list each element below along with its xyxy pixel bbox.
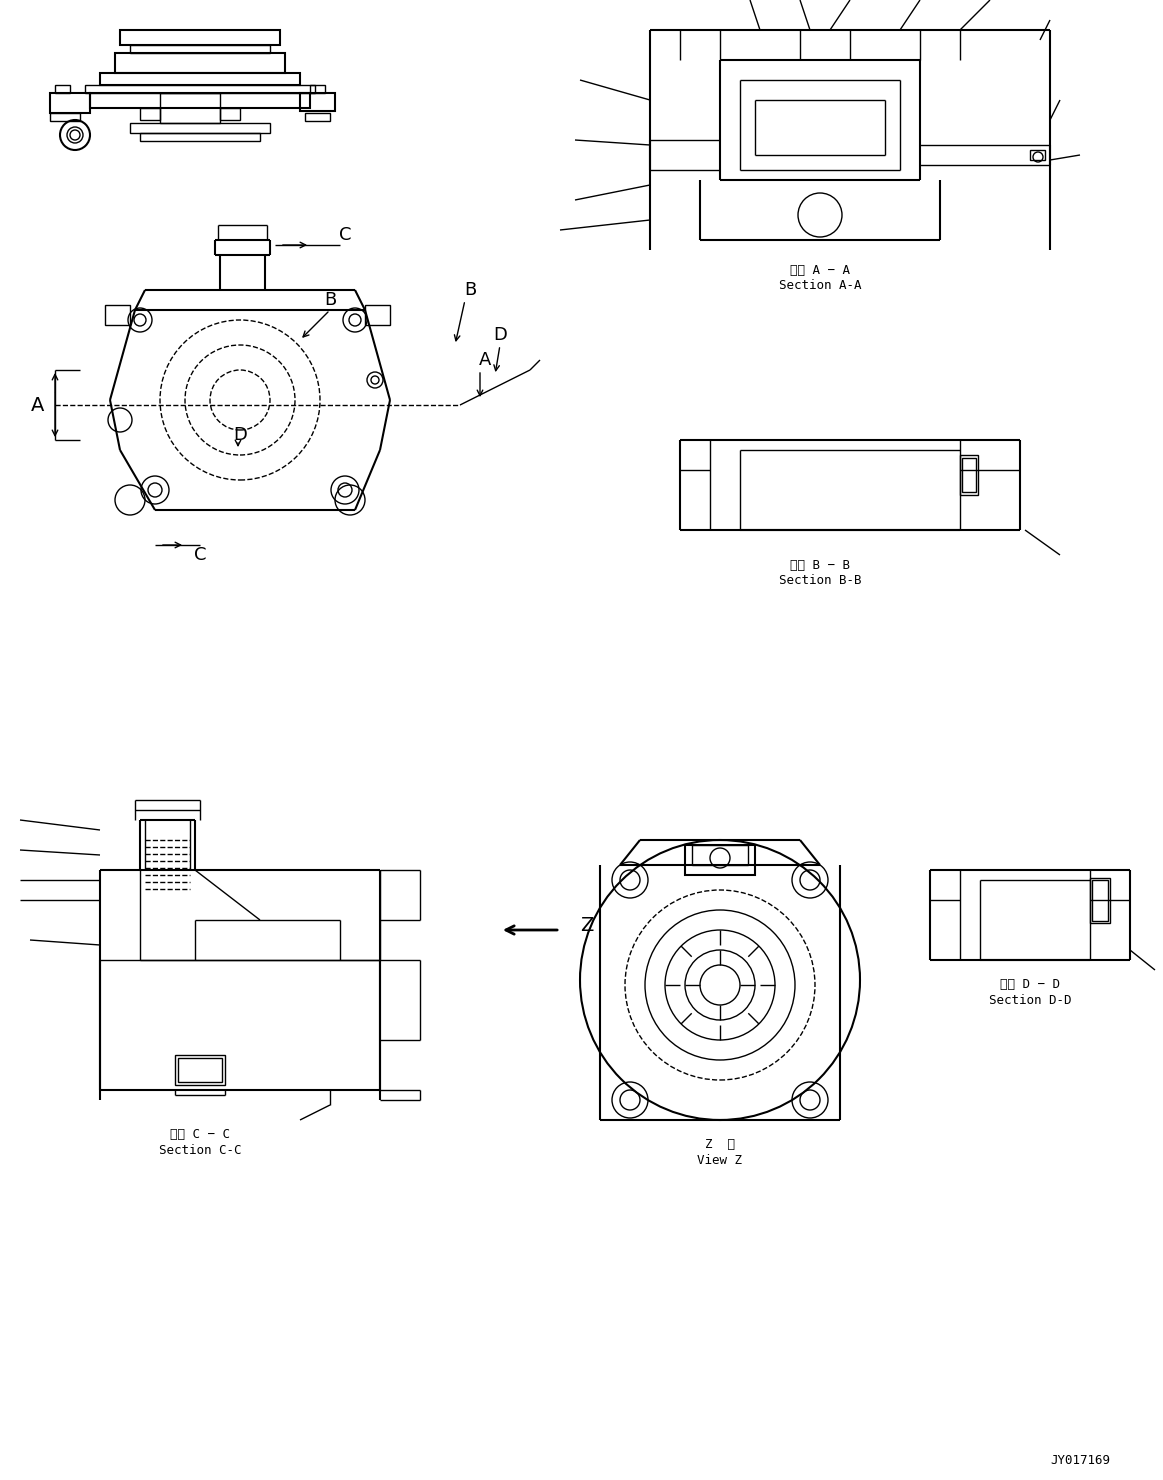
Bar	[140, 108, 160, 120]
Bar	[1030, 149, 1046, 160]
Bar	[85, 84, 315, 93]
Bar	[220, 108, 240, 120]
Text: C: C	[338, 226, 351, 244]
Bar	[90, 93, 311, 108]
Text: D: D	[233, 426, 247, 444]
Bar	[1092, 881, 1108, 921]
Bar	[140, 133, 261, 141]
Bar	[300, 93, 335, 111]
Bar	[50, 112, 80, 121]
Bar	[692, 845, 748, 864]
Text: 断面 A − A: 断面 A − A	[790, 263, 850, 277]
Bar	[959, 454, 978, 494]
Bar	[1090, 878, 1110, 924]
Bar	[115, 53, 285, 73]
Bar	[685, 845, 755, 875]
Bar	[305, 112, 330, 121]
Bar	[174, 1055, 224, 1085]
Text: C: C	[194, 546, 206, 564]
Text: Z  視: Z 視	[705, 1138, 735, 1151]
Text: B: B	[464, 281, 476, 299]
Text: D: D	[493, 326, 507, 343]
Text: B: B	[323, 292, 336, 309]
Text: A: A	[479, 351, 491, 369]
Bar	[962, 457, 976, 491]
Text: Section B-B: Section B-B	[779, 574, 862, 586]
Bar	[178, 1058, 222, 1082]
Bar	[160, 93, 220, 123]
Bar	[130, 123, 270, 133]
Text: A: A	[31, 395, 44, 414]
Text: 断面 B − B: 断面 B − B	[790, 558, 850, 571]
Bar	[105, 305, 130, 326]
Bar	[130, 44, 270, 53]
Bar	[50, 93, 90, 112]
Bar	[100, 73, 300, 84]
Text: Section D-D: Section D-D	[989, 993, 1071, 1006]
Bar	[120, 30, 280, 44]
Text: View Z: View Z	[698, 1153, 742, 1166]
Bar	[365, 305, 390, 326]
Text: Section C-C: Section C-C	[159, 1144, 241, 1156]
Bar	[55, 84, 70, 93]
Text: Z: Z	[580, 916, 593, 934]
Text: JY017169: JY017169	[1050, 1453, 1110, 1467]
Text: Section A-A: Section A-A	[779, 278, 862, 292]
Bar	[311, 84, 324, 93]
Text: 断面 D − D: 断面 D − D	[1000, 978, 1059, 992]
Text: 断面 C − C: 断面 C − C	[170, 1129, 230, 1141]
